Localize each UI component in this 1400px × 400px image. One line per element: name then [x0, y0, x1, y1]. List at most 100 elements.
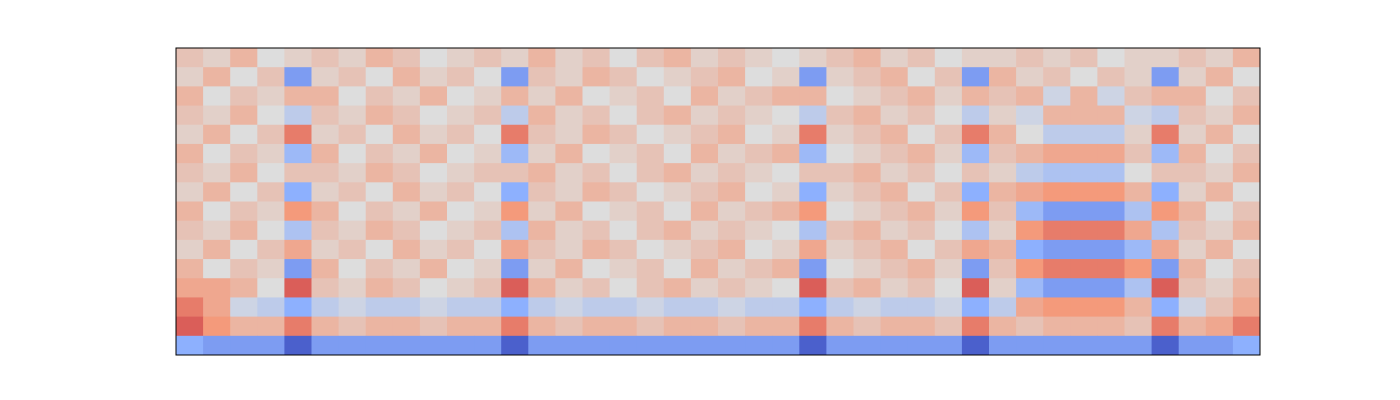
heatmap-cell: [772, 201, 800, 222]
heatmap-cell: [799, 220, 827, 241]
heatmap-cell: [419, 220, 448, 241]
heatmap-cell: [989, 335, 1017, 356]
heatmap-cell: [1070, 86, 1098, 107]
heatmap-cell: [1232, 239, 1261, 260]
heatmap-cell: [230, 86, 258, 107]
heatmap-cell: [311, 316, 340, 337]
heatmap-cell: [528, 220, 556, 241]
heatmap-cell: [257, 105, 285, 126]
heatmap-cell: [474, 105, 502, 126]
heatmap-cell: [447, 239, 475, 260]
heatmap-cell: [1124, 239, 1153, 260]
heatmap-cell: [609, 335, 638, 356]
heatmap-cell: [1151, 143, 1180, 164]
heatmap-cell: [311, 105, 340, 126]
heatmap-cell: [1016, 67, 1044, 87]
heatmap-cell: [582, 335, 611, 356]
heatmap-cell: [1232, 105, 1261, 126]
heatmap-cell: [555, 220, 583, 241]
heatmap-cell: [555, 335, 583, 356]
heatmap-cell: [582, 48, 611, 68]
heatmap-cell: [690, 297, 719, 318]
heatmap-cell: [338, 201, 367, 222]
heatmap-cell: [1016, 278, 1044, 298]
heatmap-cell: [555, 239, 583, 260]
heatmap-cell: [907, 86, 936, 107]
heatmap-cell: [907, 48, 936, 68]
heatmap-cell: [528, 201, 556, 222]
heatmap-cell: [826, 48, 854, 68]
heatmap-cell: [989, 316, 1017, 337]
heatmap-cell: [1070, 220, 1098, 241]
heatmap-cell: [745, 297, 773, 318]
heatmap-cell: [284, 297, 312, 318]
heatmap-cell: [1232, 67, 1261, 87]
heatmap-cell: [745, 182, 773, 202]
heatmap-cell: [1151, 239, 1180, 260]
heatmap-cell: [772, 278, 800, 298]
heatmap-cell: [799, 86, 827, 107]
heatmap-cell: [907, 239, 936, 260]
heatmap-cell: [284, 201, 312, 222]
heatmap-cell: [826, 316, 854, 337]
heatmap-cell: [880, 220, 909, 241]
heatmap-cell: [230, 182, 258, 202]
heatmap-cell: [419, 201, 448, 222]
heatmap-cell: [582, 86, 611, 107]
heatmap-cell: [1043, 182, 1071, 202]
heatmap-cell: [880, 335, 909, 356]
heatmap-cell: [934, 220, 963, 241]
heatmap-cell: [338, 86, 367, 107]
heatmap-cell: [989, 124, 1017, 145]
heatmap-cell: [961, 163, 990, 183]
heatmap-cell: [447, 86, 475, 107]
heatmap-cell: [663, 239, 692, 260]
heatmap-cell: [392, 182, 421, 202]
heatmap-cell: [257, 297, 285, 318]
heatmap-cell: [718, 220, 746, 241]
heatmap-cell: [880, 67, 909, 87]
heatmap-cell: [1043, 297, 1071, 318]
heatmap-cell: [311, 335, 340, 356]
heatmap-cell: [961, 316, 990, 337]
heatmap-cell: [989, 86, 1017, 107]
heatmap-cell: [772, 316, 800, 337]
heatmap-cell: [853, 105, 882, 126]
heatmap-cell: [636, 143, 665, 164]
heatmap-cell: [1043, 86, 1071, 107]
heatmap-cell: [501, 163, 529, 183]
heatmap-cell: [636, 105, 665, 126]
heatmap-cell: [257, 278, 285, 298]
heatmap-cell: [663, 259, 692, 279]
heatmap-cell: [907, 105, 936, 126]
heatmap-cell: [474, 182, 502, 202]
heatmap-cell: [934, 316, 963, 337]
heatmap-cell: [826, 297, 854, 318]
heatmap-cell: [230, 335, 258, 356]
heatmap-cell: [718, 182, 746, 202]
heatmap-cell: [257, 335, 285, 356]
heatmap-cell: [745, 259, 773, 279]
heatmap-cell: [907, 297, 936, 318]
heatmap-cell: [311, 220, 340, 241]
heatmap-cell: [392, 86, 421, 107]
heatmap-cell: [203, 86, 231, 107]
heatmap-cell: [1178, 316, 1207, 337]
heatmap-cell: [907, 335, 936, 356]
heatmap-cell: [772, 239, 800, 260]
heatmap-cell: [989, 143, 1017, 164]
heatmap-cell: [1070, 143, 1098, 164]
heatmap-cell: [1070, 201, 1098, 222]
heatmap-cell: [690, 124, 719, 145]
heatmap-cell: [365, 105, 394, 126]
heatmap-cell: [1151, 48, 1180, 68]
heatmap-cell: [419, 239, 448, 260]
heatmap-cell: [745, 86, 773, 107]
heatmap-cell: [1016, 182, 1044, 202]
heatmap-cell: [609, 163, 638, 183]
heatmap-cell: [690, 163, 719, 183]
heatmap-cell: [1232, 201, 1261, 222]
heatmap-cell: [176, 316, 204, 337]
heatmap-cell: [528, 67, 556, 87]
heatmap-cell: [1205, 316, 1234, 337]
